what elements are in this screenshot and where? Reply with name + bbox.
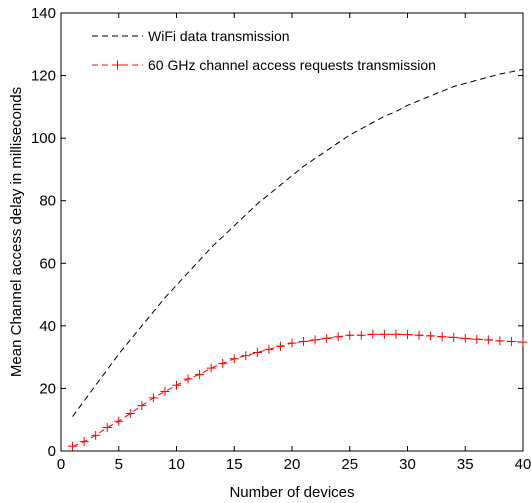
data-point-marker [368,329,378,339]
x-tick-label: 35 [457,456,474,473]
data-point-marker [160,387,170,397]
series-0 [72,68,524,417]
x-tick-label: 10 [168,456,185,473]
data-point-marker [287,338,297,348]
data-point-marker [426,331,436,341]
data-point-marker [241,351,251,361]
series-line [72,333,524,447]
data-point-marker [414,330,424,340]
y-tick-label: 20 [39,380,56,397]
data-point-marker [518,337,528,347]
series-1 [68,329,528,451]
x-axis-label: Number of devices [229,484,354,501]
x-tick-label: 0 [57,456,65,473]
data-point-marker [322,333,332,343]
data-point-marker [506,337,516,346]
x-tick-label: 15 [226,456,243,473]
data-point-marker [333,332,343,342]
x-tick-label: 40 [515,456,531,473]
data-point-marker [218,358,228,368]
series-line [72,68,524,417]
data-point-marker [437,332,447,342]
data-point-marker [275,341,285,351]
series-layer [68,68,528,451]
data-point-marker [460,333,470,343]
data-point-marker [229,354,239,364]
data-point-marker [379,329,389,339]
data-point-marker [403,330,412,340]
y-tick-label: 120 [31,68,56,85]
data-point-marker [79,437,89,447]
data-point-marker [68,441,78,451]
data-point-marker [483,335,493,345]
data-point-marker [449,332,459,342]
x-tick-label: 25 [341,456,358,473]
data-point-marker [102,423,112,433]
legend-label-0: WiFi data transmission [148,28,290,44]
data-point-marker [148,393,158,403]
y-axis-label: Mean Channel access delay in millisecond… [8,87,25,377]
y-tick-label: 140 [31,5,56,22]
data-point-marker [195,369,205,379]
x-tick-label: 5 [115,456,123,473]
data-point-marker [206,363,216,373]
data-point-marker [264,344,274,354]
data-point-marker [172,380,181,390]
legend-marker-1 [113,60,122,70]
data-point-marker [114,416,124,426]
y-tick-label: 100 [31,130,56,147]
data-point-marker [310,335,320,345]
data-point-marker [356,330,366,340]
data-point-marker [137,401,147,411]
data-point-marker [391,329,401,339]
y-tick-label: 60 [39,255,56,272]
legend: WiFi data transmission 60 GHz channel acc… [92,28,436,73]
data-point-marker [125,408,135,418]
y-tick-label: 80 [39,193,56,210]
y-tick-label: 40 [39,318,56,335]
x-tick-label: 30 [399,456,416,473]
data-point-marker [183,374,193,384]
data-point-marker [299,337,309,346]
data-point-marker [91,430,101,440]
legend-label-1: 60 GHz channel access requests transmiss… [148,57,436,73]
data-point-marker [472,334,482,344]
x-tick-label: 20 [284,456,301,473]
y-tick-label: 0 [48,443,56,460]
data-point-marker [495,336,505,346]
axes-layer: 0 5 10 15 20 25 30 35 40 0 20 40 60 80 100 120 140 [31,5,531,473]
data-point-marker [252,347,262,357]
plot-background [61,13,523,451]
data-point-marker [345,330,355,340]
